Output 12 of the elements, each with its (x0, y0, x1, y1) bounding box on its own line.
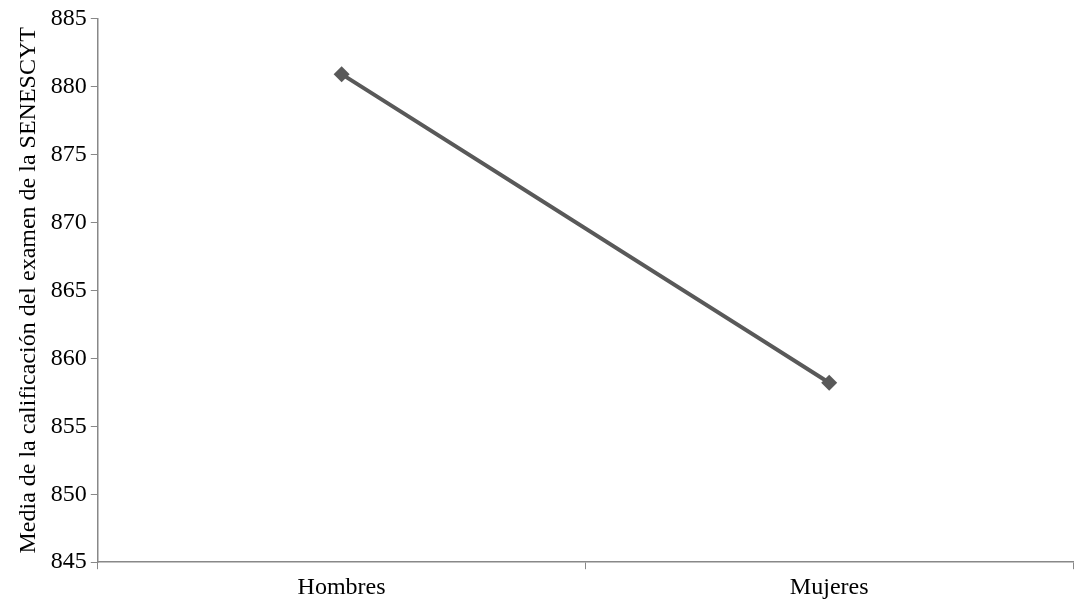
y-tick-label: 845 (50, 547, 87, 574)
y-axis-title: Media de la calificación del examen de la SENESCYT (13, 26, 40, 554)
y-tick-label: 865 (50, 275, 87, 302)
y-tick-label: 880 (50, 71, 87, 98)
y-tick-label: 850 (50, 479, 87, 506)
x-tick-label: Mujeres (789, 572, 869, 599)
x-tick-label: Hombres (297, 572, 386, 599)
y-tick-label: 860 (50, 343, 87, 370)
y-tick-label: 870 (50, 207, 87, 234)
y-tick-label: 885 (50, 3, 87, 30)
y-tick-label: 875 (50, 139, 87, 166)
y-tick-label: 855 (50, 411, 87, 438)
